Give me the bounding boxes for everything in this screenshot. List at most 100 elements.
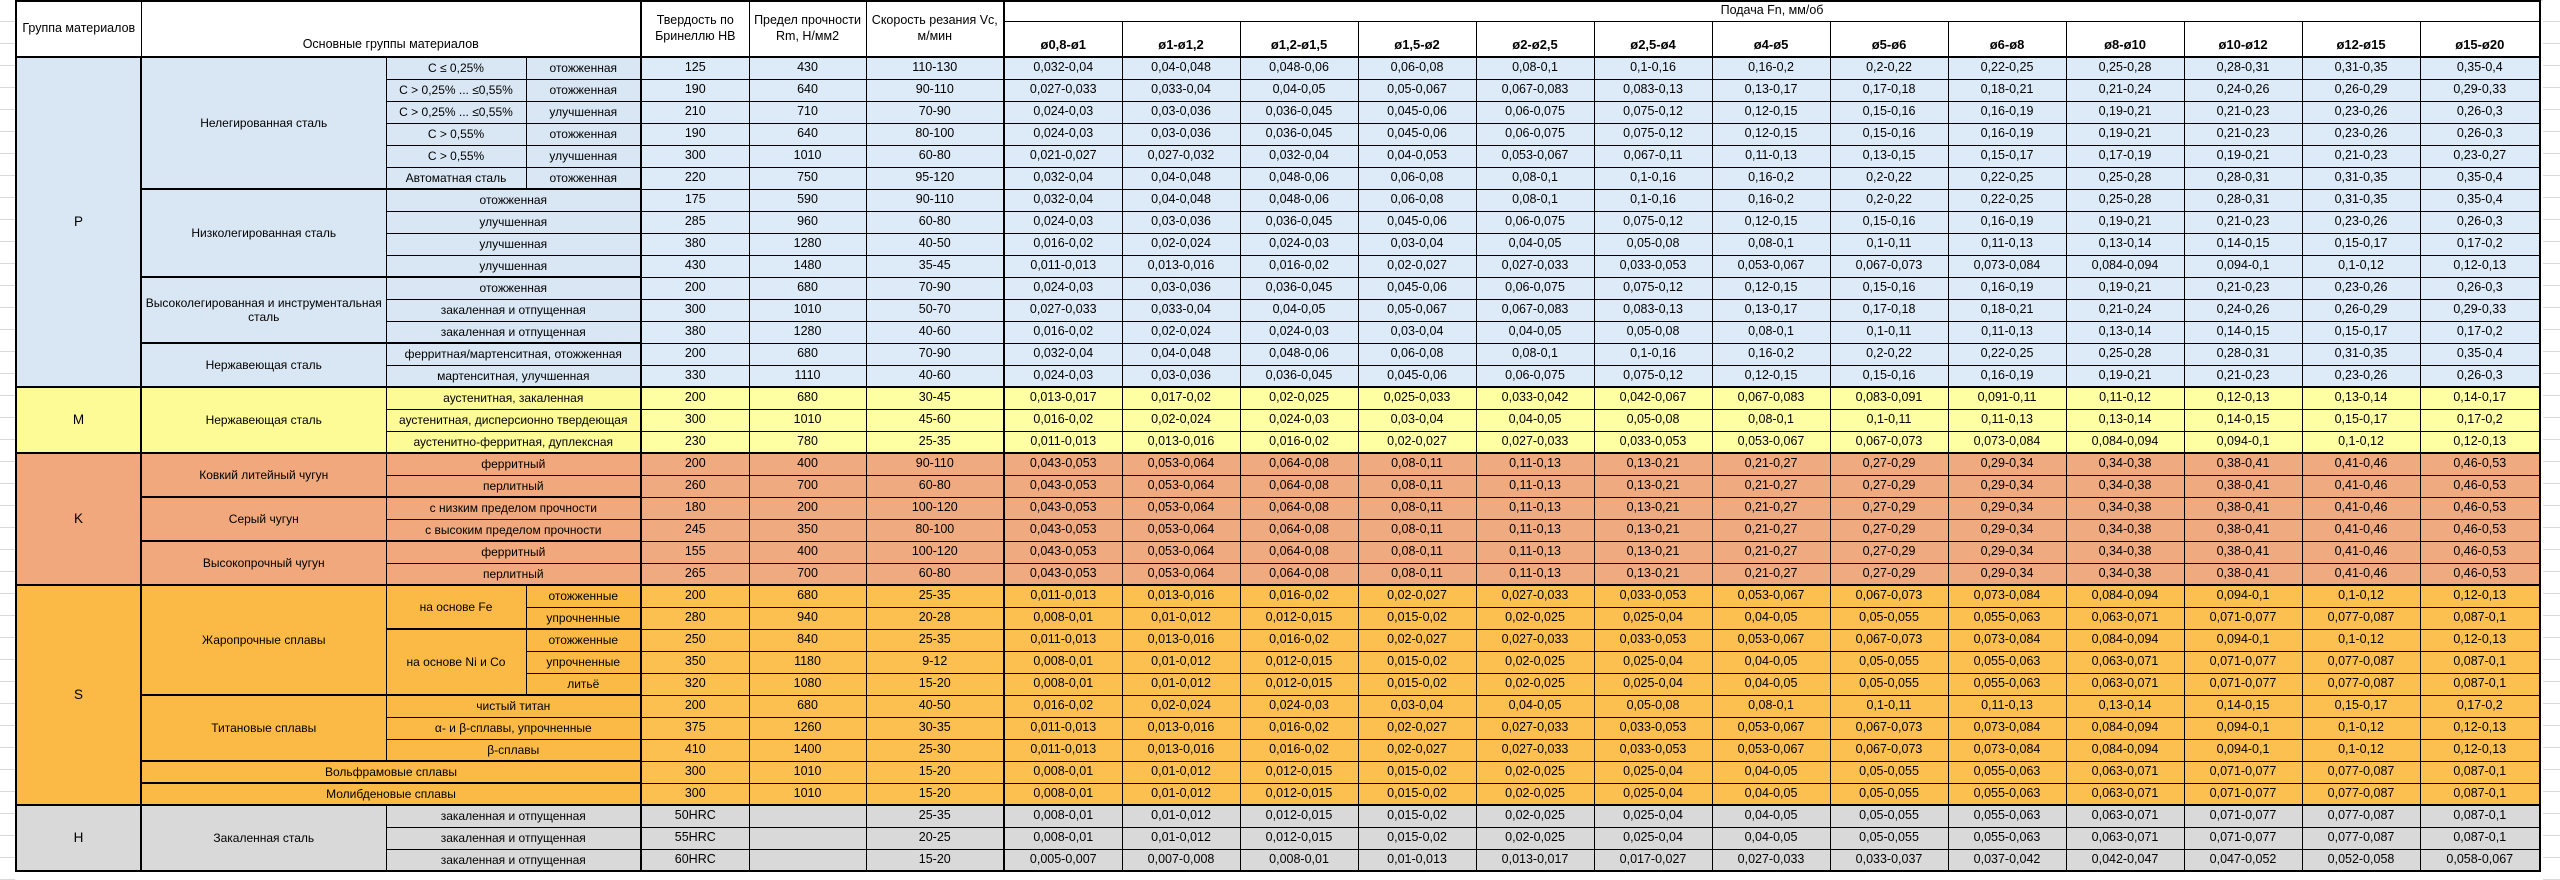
feed-cell[interactable]: 0,1-0,12 [2301, 628, 2421, 652]
material-condition-cell[interactable]: ферритная/мартенситная, отожженная [385, 342, 642, 366]
feed-cell[interactable]: 0,03-0,036 [1121, 276, 1241, 300]
hardness-cell[interactable]: 280 [640, 606, 750, 630]
feed-cell[interactable]: 0,25-0,28 [2065, 166, 2185, 190]
group-cell[interactable]: P [15, 56, 142, 388]
hardness-cell[interactable]: 380 [640, 320, 750, 344]
feed-cell[interactable]: 0,35-0,4 [2419, 342, 2541, 366]
feed-cell[interactable]: 0,2-0,22 [1829, 188, 1949, 212]
cutting-speed-cell[interactable]: 40-60 [865, 320, 1005, 344]
feed-cell[interactable]: 0,2-0,22 [1829, 166, 1949, 190]
feed-cell[interactable]: 0,015-0,02 [1357, 826, 1477, 850]
feed-cell[interactable]: 0,23-0,26 [2301, 100, 2421, 124]
feed-cell[interactable]: 0,048-0,06 [1239, 56, 1359, 80]
feed-cell[interactable]: 0,06-0,08 [1357, 188, 1477, 212]
feed-cell[interactable]: 0,06-0,08 [1357, 342, 1477, 366]
feed-cell[interactable]: 0,14-0,15 [2183, 320, 2303, 344]
hardness-cell[interactable]: 190 [640, 78, 750, 102]
feed-cell[interactable]: 0,15-0,17 [2301, 232, 2421, 256]
feed-cell[interactable]: 0,067-0,11 [1593, 144, 1713, 168]
feed-cell[interactable]: 0,012-0,015 [1239, 760, 1359, 784]
material-condition-cell[interactable]: ферритный [385, 540, 642, 564]
material-name-cell[interactable]: Молибденовые сплавы [140, 782, 642, 806]
feed-cell[interactable]: 0,17-0,18 [1829, 298, 1949, 322]
material-condition-cell[interactable]: упрочненные [525, 606, 642, 630]
feed-cell[interactable]: 0,17-0,18 [1829, 78, 1949, 102]
feed-cell[interactable]: 0,38-0,41 [2183, 540, 2303, 564]
cutting-speed-cell[interactable]: 45-60 [865, 408, 1005, 432]
feed-cell[interactable]: 0,045-0,06 [1357, 276, 1477, 300]
material-condition-cell[interactable]: закаленная и отпущенная [385, 320, 642, 344]
cutting-speed-cell[interactable]: 80-100 [865, 122, 1005, 146]
material-condition-cell[interactable]: закаленная и отпущенная [385, 848, 642, 872]
header-strength[interactable]: Предел прочности Rm, Н/мм2 [748, 0, 867, 58]
feed-cell[interactable]: 0,08-0,11 [1357, 562, 1477, 586]
feed-cell[interactable]: 0,055-0,063 [1947, 804, 2067, 828]
feed-cell[interactable]: 0,05-0,055 [1829, 606, 1949, 630]
hardness-cell[interactable]: 300 [640, 408, 750, 432]
material-name-cell[interactable]: Нержавеющая сталь [140, 342, 387, 388]
feed-cell[interactable]: 0,02-0,025 [1475, 826, 1595, 850]
group-cell[interactable]: M [15, 386, 142, 454]
feed-cell[interactable]: 0,16-0,19 [1947, 122, 2067, 146]
material-subgroup-cell[interactable]: Автоматная сталь [385, 166, 527, 190]
feed-cell[interactable]: 0,077-0,087 [2301, 650, 2421, 674]
hardness-cell[interactable]: 210 [640, 100, 750, 124]
feed-cell[interactable]: 0,17-0,2 [2419, 320, 2541, 344]
feed-cell[interactable]: 0,067-0,073 [1829, 738, 1949, 762]
feed-cell[interactable]: 0,067-0,083 [1711, 386, 1831, 410]
feed-cell[interactable]: 0,41-0,46 [2301, 474, 2421, 498]
feed-cell[interactable]: 0,08-0,1 [1711, 408, 1831, 432]
feed-cell[interactable]: 0,11-0,13 [1475, 452, 1595, 476]
hardness-cell[interactable]: 300 [640, 782, 750, 806]
feed-cell[interactable]: 0,26-0,3 [2419, 364, 2541, 388]
feed-cell[interactable]: 0,02-0,027 [1357, 254, 1477, 278]
feed-cell[interactable]: 0,036-0,045 [1239, 210, 1359, 234]
feed-cell[interactable]: 0,084-0,094 [2065, 628, 2185, 652]
strength-cell[interactable]: 430 [748, 56, 867, 80]
hardness-cell[interactable]: 250 [640, 628, 750, 652]
material-condition-cell[interactable]: улучшенная [385, 232, 642, 256]
feed-cell[interactable]: 0,094-0,1 [2183, 430, 2303, 454]
hardness-cell[interactable]: 430 [640, 254, 750, 278]
feed-cell[interactable]: 0,11-0,13 [1475, 496, 1595, 520]
feed-cell[interactable]: 0,053-0,067 [1475, 144, 1595, 168]
hardness-cell[interactable]: 300 [640, 144, 750, 168]
feed-cell[interactable]: 0,1-0,12 [2301, 738, 2421, 762]
feed-cell[interactable]: 0,29-0,34 [1947, 452, 2067, 476]
feed-cell[interactable]: 0,18-0,21 [1947, 78, 2067, 102]
strength-cell[interactable]: 960 [748, 210, 867, 234]
feed-cell[interactable]: 0,013-0,016 [1121, 738, 1241, 762]
feed-cell[interactable]: 0,063-0,071 [2065, 804, 2185, 828]
strength-cell[interactable]: 1260 [748, 716, 867, 740]
feed-cell[interactable]: 0,13-0,14 [2065, 694, 2185, 718]
cutting-speed-cell[interactable]: 25-30 [865, 738, 1005, 762]
feed-cell[interactable]: 0,025-0,04 [1593, 606, 1713, 630]
feed-cell[interactable]: 0,41-0,46 [2301, 518, 2421, 542]
feed-cell[interactable]: 0,23-0,26 [2301, 122, 2421, 146]
feed-cell[interactable]: 0,11-0,13 [1475, 518, 1595, 542]
cutting-speed-cell[interactable]: 70-90 [865, 342, 1005, 366]
feed-cell[interactable]: 0,06-0,075 [1475, 276, 1595, 300]
cutting-speed-cell[interactable]: 60-80 [865, 562, 1005, 586]
feed-cell[interactable]: 0,027-0,033 [1475, 716, 1595, 740]
feed-cell[interactable]: 0,15-0,17 [1947, 144, 2067, 168]
feed-cell[interactable]: 0,087-0,1 [2419, 782, 2541, 806]
feed-cell[interactable]: 0,08-0,1 [1475, 56, 1595, 80]
feed-cell[interactable]: 0,091-0,11 [1947, 386, 2067, 410]
strength-cell[interactable]: 1010 [748, 408, 867, 432]
hardness-cell[interactable]: 200 [640, 452, 750, 476]
header-main-groups[interactable]: Основные группы материалов [140, 0, 642, 58]
feed-cell[interactable]: 0,13-0,21 [1593, 562, 1713, 586]
feed-cell[interactable]: 0,084-0,094 [2065, 716, 2185, 740]
feed-cell[interactable]: 0,071-0,077 [2183, 672, 2303, 696]
feed-cell[interactable]: 0,011-0,013 [1003, 738, 1123, 762]
header-feed-col-7[interactable]: ø4-ø5 [1711, 20, 1831, 58]
feed-cell[interactable]: 0,13-0,21 [1593, 518, 1713, 542]
material-subgroup-cell[interactable]: на основе Ni и Co [385, 628, 527, 696]
cutting-speed-cell[interactable]: 9-12 [865, 650, 1005, 674]
feed-cell[interactable]: 0,23-0,27 [2419, 144, 2541, 168]
feed-cell[interactable]: 0,04-0,05 [1239, 78, 1359, 102]
material-condition-cell[interactable]: улучшенная [385, 210, 642, 234]
feed-cell[interactable]: 0,02-0,027 [1357, 716, 1477, 740]
feed-cell[interactable]: 0,02-0,025 [1475, 606, 1595, 630]
